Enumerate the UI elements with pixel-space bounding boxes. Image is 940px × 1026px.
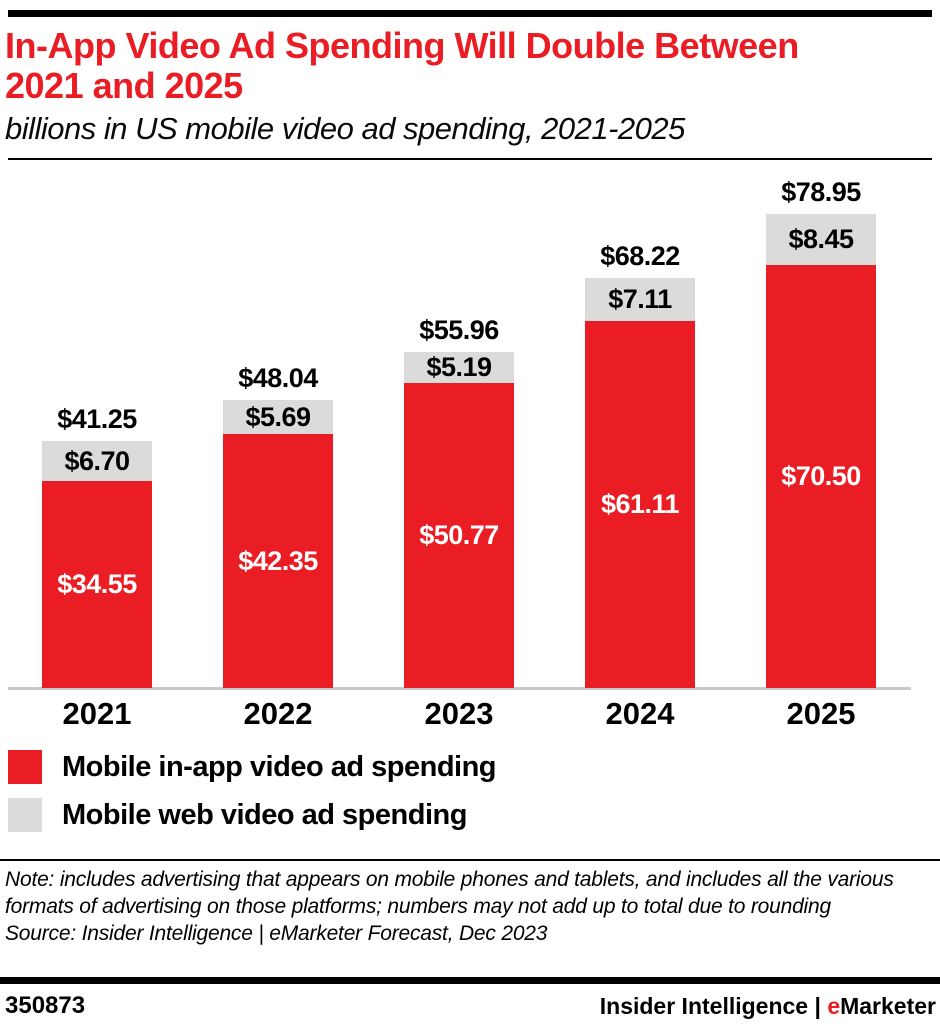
footer-divider bbox=[0, 977, 940, 984]
axis-label-2024: 2024 bbox=[605, 696, 675, 731]
bar-inapp-2022: $42.35 bbox=[223, 434, 333, 688]
value-label-inapp-2021: $34.55 bbox=[57, 569, 137, 599]
x-axis-line bbox=[8, 687, 911, 690]
value-label-web-2023: $5.19 bbox=[426, 352, 492, 382]
value-label-inapp-2022: $42.35 bbox=[238, 545, 318, 576]
total-label-2021: $41.25 bbox=[57, 404, 137, 434]
axis-label-2023: 2023 bbox=[424, 696, 494, 731]
chart-id: 350873 bbox=[5, 992, 86, 1019]
chart-subtitle: billions in US mobile video ad spending,… bbox=[5, 111, 685, 146]
value-label-web-2021: $6.70 bbox=[64, 445, 130, 476]
chart-title-line2: 2021 and 2025 bbox=[5, 65, 243, 106]
total-label-2023: $55.96 bbox=[419, 315, 499, 345]
legend-label-web: Mobile web video ad spending bbox=[62, 798, 467, 831]
total-label-2022: $48.04 bbox=[238, 363, 318, 393]
brand-accent-e: e bbox=[827, 993, 841, 1019]
axis-label-2025: 2025 bbox=[786, 696, 856, 731]
source-text: Source: Insider Intelligence | eMarketer… bbox=[5, 922, 548, 945]
chart-area: $34.55 $6.70 $41.25 2021 $42.35 $5.69 $48.04 20… bbox=[8, 177, 911, 731]
chart-title: In-App Video Ad Spending Will Double Bet… bbox=[5, 26, 905, 106]
bar-web-2023: $5.19 bbox=[404, 352, 514, 383]
value-label-web-2022: $5.69 bbox=[245, 401, 311, 432]
notes-block: Note: includes advertising that appears … bbox=[5, 866, 937, 947]
value-label-web-2025: $8.45 bbox=[788, 224, 854, 254]
brand-lockup: Insider Intelligence | eMarketer bbox=[600, 993, 936, 1020]
brand-prefix: Insider Intelligence | bbox=[599, 993, 828, 1019]
axis-label-2022: 2022 bbox=[243, 696, 313, 731]
legend-swatch-red bbox=[8, 750, 42, 784]
brand-suffix: Marketer bbox=[840, 993, 936, 1019]
chart-title-line1: In-App Video Ad Spending Will Double Bet… bbox=[5, 25, 799, 66]
bar-web-2025: $8.45 bbox=[766, 214, 876, 265]
legend-item-web: Mobile web video ad spending bbox=[8, 798, 708, 832]
bar-web-2021: $6.70 bbox=[42, 441, 152, 481]
total-label-2024: $68.22 bbox=[600, 241, 680, 271]
value-label-inapp-2023: $50.77 bbox=[419, 520, 499, 550]
bar-inapp-2023: $50.77 bbox=[404, 383, 514, 688]
legend-swatch-gray bbox=[8, 798, 42, 832]
bar-inapp-2024: $61.11 bbox=[585, 321, 695, 688]
header-divider bbox=[8, 158, 932, 160]
legend-item-in-app: Mobile in-app video ad spending bbox=[8, 750, 708, 784]
bar-inapp-2021: $34.55 bbox=[42, 481, 152, 688]
bar-web-2024: $7.11 bbox=[585, 278, 695, 321]
value-label-inapp-2025: $70.50 bbox=[781, 461, 861, 491]
note-divider bbox=[0, 859, 940, 861]
value-label-web-2024: $7.11 bbox=[608, 284, 672, 314]
value-label-inapp-2024: $61.11 bbox=[600, 489, 680, 519]
total-label-2025: $78.95 bbox=[781, 177, 861, 207]
legend-label-in-app: Mobile in-app video ad spending bbox=[62, 750, 497, 783]
top-accent-bar bbox=[8, 10, 932, 17]
axis-label-2021: 2021 bbox=[62, 696, 132, 731]
bar-inapp-2025: $70.50 bbox=[766, 265, 876, 688]
bar-web-2022: $5.69 bbox=[223, 400, 333, 434]
legend: Mobile in-app video ad spending Mobile w… bbox=[8, 750, 708, 846]
note-text: Note: includes advertising that appears … bbox=[5, 868, 894, 918]
